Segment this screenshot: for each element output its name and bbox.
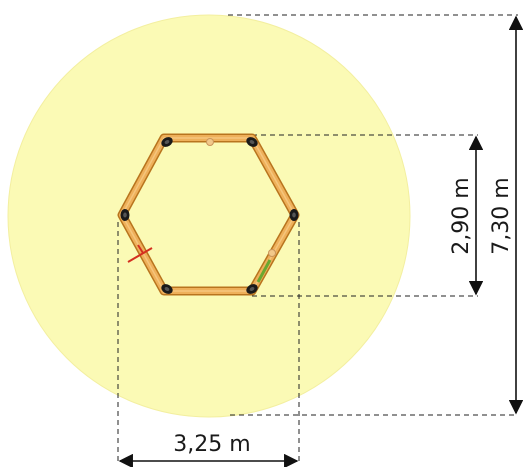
green-stick-marker-icon — [256, 259, 272, 283]
red-cross-marker-icon — [127, 244, 153, 263]
bolt-top-left — [161, 137, 173, 147]
bolt-bottom-left — [161, 284, 173, 294]
dimension-label-height-small: 2,90 m — [449, 177, 474, 254]
beam-knob-top — [206, 138, 214, 146]
safety-zone-circle — [7, 14, 411, 418]
dimension-extension-lines — [117, 14, 518, 462]
dimension-label-width: 3,25 m — [173, 432, 250, 457]
bolt-bottom-right — [246, 284, 258, 294]
dimension-label-height-large: 7,30 m — [489, 177, 514, 254]
beam-knob-right — [268, 249, 276, 257]
bolt-left — [120, 209, 130, 221]
bolt-right — [289, 209, 299, 221]
bolt-top-right — [246, 137, 258, 147]
corner-bolts — [120, 137, 299, 294]
